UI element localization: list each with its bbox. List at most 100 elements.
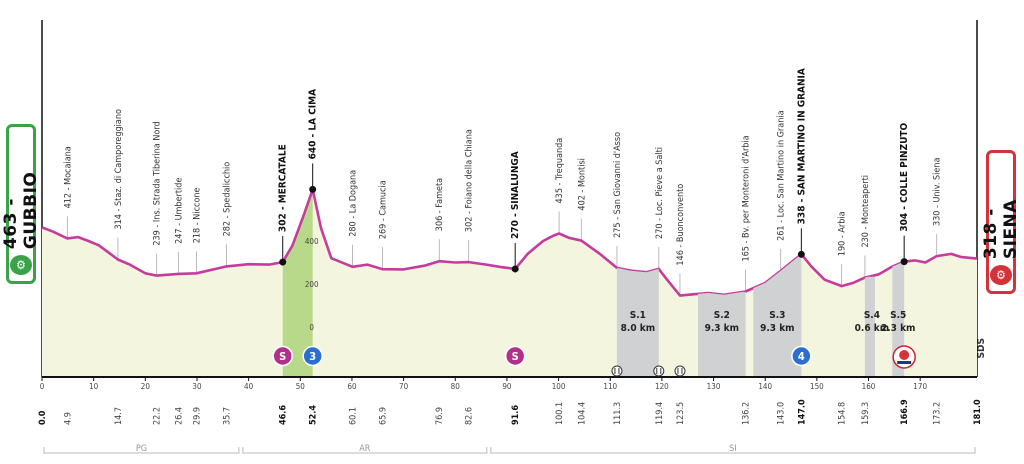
sprint-symbol: S (279, 350, 286, 363)
km-label: 60.1 (348, 407, 358, 425)
axis-tick-label: 110 (603, 382, 617, 391)
point-label: 314 - Staz. di Camporeggiano (114, 109, 124, 229)
axis-tick-label: 100 (552, 382, 566, 391)
profile-line (41, 188, 978, 297)
km-label: 154.8 (838, 402, 848, 425)
feed-zone-icon (653, 365, 665, 377)
point-label: 230 - Monteaperti (861, 175, 871, 248)
point-label: 190 - Arbia (838, 211, 848, 256)
point-label: 270 - SINALUNGA (510, 151, 521, 239)
sector-length: 0.6 km (855, 323, 889, 334)
axis-tick-label: 160 (862, 382, 876, 391)
climb-scale-tick: 200 (305, 280, 319, 289)
km-label: 104.4 (577, 402, 587, 425)
point-label: 270 - Loc. Pieve a Salti (655, 147, 665, 239)
region-bracket (43, 447, 240, 454)
point-dot (511, 265, 519, 273)
feed-zone-icon (611, 365, 623, 377)
sector-band (864, 276, 875, 377)
point-label: 165 - Bv. per Monteroni d'Arbia (742, 135, 752, 261)
cyclist-icon: ⚙ (10, 255, 32, 275)
climb-category: 4 (798, 350, 805, 363)
km-label: 111.3 (613, 402, 623, 425)
sector-name: S.1 (630, 310, 646, 321)
climb-category-marker (791, 345, 812, 367)
km-label: 119.4 (655, 402, 665, 425)
km-label: 4.9 (63, 412, 73, 425)
point-dot (797, 250, 805, 258)
km-label: 76.9 (435, 407, 445, 425)
km-label: 123.5 (676, 402, 686, 425)
point-label: 640 - LA CIMA (308, 89, 319, 160)
km-label: 147.0 (797, 399, 807, 425)
axis-tick-label: 0 (40, 382, 45, 391)
axis-tick-label: 60 (347, 382, 357, 391)
point-label: 330 - Univ. Siena (933, 157, 943, 226)
sector-band (698, 291, 746, 377)
km-label: 143.0 (777, 402, 787, 425)
sprint-symbol: S (512, 350, 519, 363)
point-labels: 412 - Mocaiana 314 - Staz. di Camporeggia… (63, 68, 942, 265)
point-label: 302 - MERCATALE (278, 144, 289, 232)
point-label: 304 - COLLE PINZUTO (899, 122, 910, 231)
region-label: PG (136, 444, 147, 454)
axis-tick-label: 80 (451, 382, 461, 391)
feed-zone-icon (674, 365, 686, 377)
km-label: 0.0 (38, 410, 48, 425)
axis-tick-label: 130 (707, 382, 721, 391)
sector-name: S.2 (714, 310, 730, 321)
km-label: 26.4 (174, 407, 184, 425)
sector-length: 2.3 km (881, 323, 915, 334)
regions: PG AR SI (43, 444, 976, 454)
axis-tick-label: 150 (810, 382, 824, 391)
point-label: 239 - Ins. Strada Tiberina Nord (153, 121, 163, 245)
km-label: 14.7 (114, 407, 124, 425)
km-label: 29.9 (192, 407, 202, 425)
region-label: SI (729, 444, 737, 454)
sector-band (616, 267, 659, 377)
axis-tick-label: 40 (244, 382, 254, 391)
sector-name: S.4 (864, 310, 880, 321)
sector-name: S.3 (769, 310, 785, 321)
point-dot (279, 258, 287, 266)
sector-length: 9.3 km (760, 323, 794, 334)
km-label: 136.2 (742, 402, 752, 425)
point-label: 280 - La Dogana (348, 170, 358, 237)
point-label: 402 - Montisi (577, 158, 587, 210)
km-label: 100.1 (555, 402, 565, 425)
region-bracket (490, 447, 976, 454)
point-label: 146 - Buonconvento (676, 184, 686, 266)
sponsor-badge-icon (897, 361, 912, 364)
km-label: 166.9 (900, 399, 910, 425)
start-city-badge: 463 - GUBBIO ⚙ (1, 124, 41, 284)
climb-category: 3 (309, 350, 316, 363)
km-label: 22.2 (153, 407, 163, 425)
cyclist-icon: ⚙ (990, 265, 1012, 285)
climb-area (282, 189, 313, 377)
axis-tick-label: 50 (296, 382, 306, 391)
climb-category-marker (302, 345, 323, 367)
km-label: 65.9 (378, 407, 388, 425)
km-label: 91.6 (511, 405, 521, 425)
point-label: 269 - Camucia (378, 180, 388, 239)
km-label: 181.0 (973, 399, 983, 425)
climb-scale-tick: 0 (309, 323, 314, 332)
point-label: 306 - Fameta (435, 178, 445, 231)
climb-scale-tick: 400 (305, 237, 319, 246)
point-dot (309, 185, 317, 193)
km-label: 173.2 (933, 402, 943, 425)
km-label: 52.4 (309, 405, 319, 425)
point-label: 412 - Mocaiana (63, 146, 73, 208)
axis-tick-label: 70 (399, 382, 409, 391)
axis-tick-label: 140 (758, 382, 772, 391)
point-label: 435 - Trequanda (555, 138, 565, 204)
axis-tick-label: 170 (913, 382, 927, 391)
point-label: 218 - Niccone (192, 187, 202, 243)
point-label: 275 - San Giovanni d'Asso (613, 132, 623, 238)
km-label: 159.3 (861, 402, 871, 425)
point-label: 338 - SAN MARTINO IN GRANIA (796, 68, 807, 224)
markers: S S 3 4 (272, 185, 916, 377)
point-label: 247 - Umbertide (174, 178, 184, 244)
axis-tick-label: 90 (502, 382, 512, 391)
